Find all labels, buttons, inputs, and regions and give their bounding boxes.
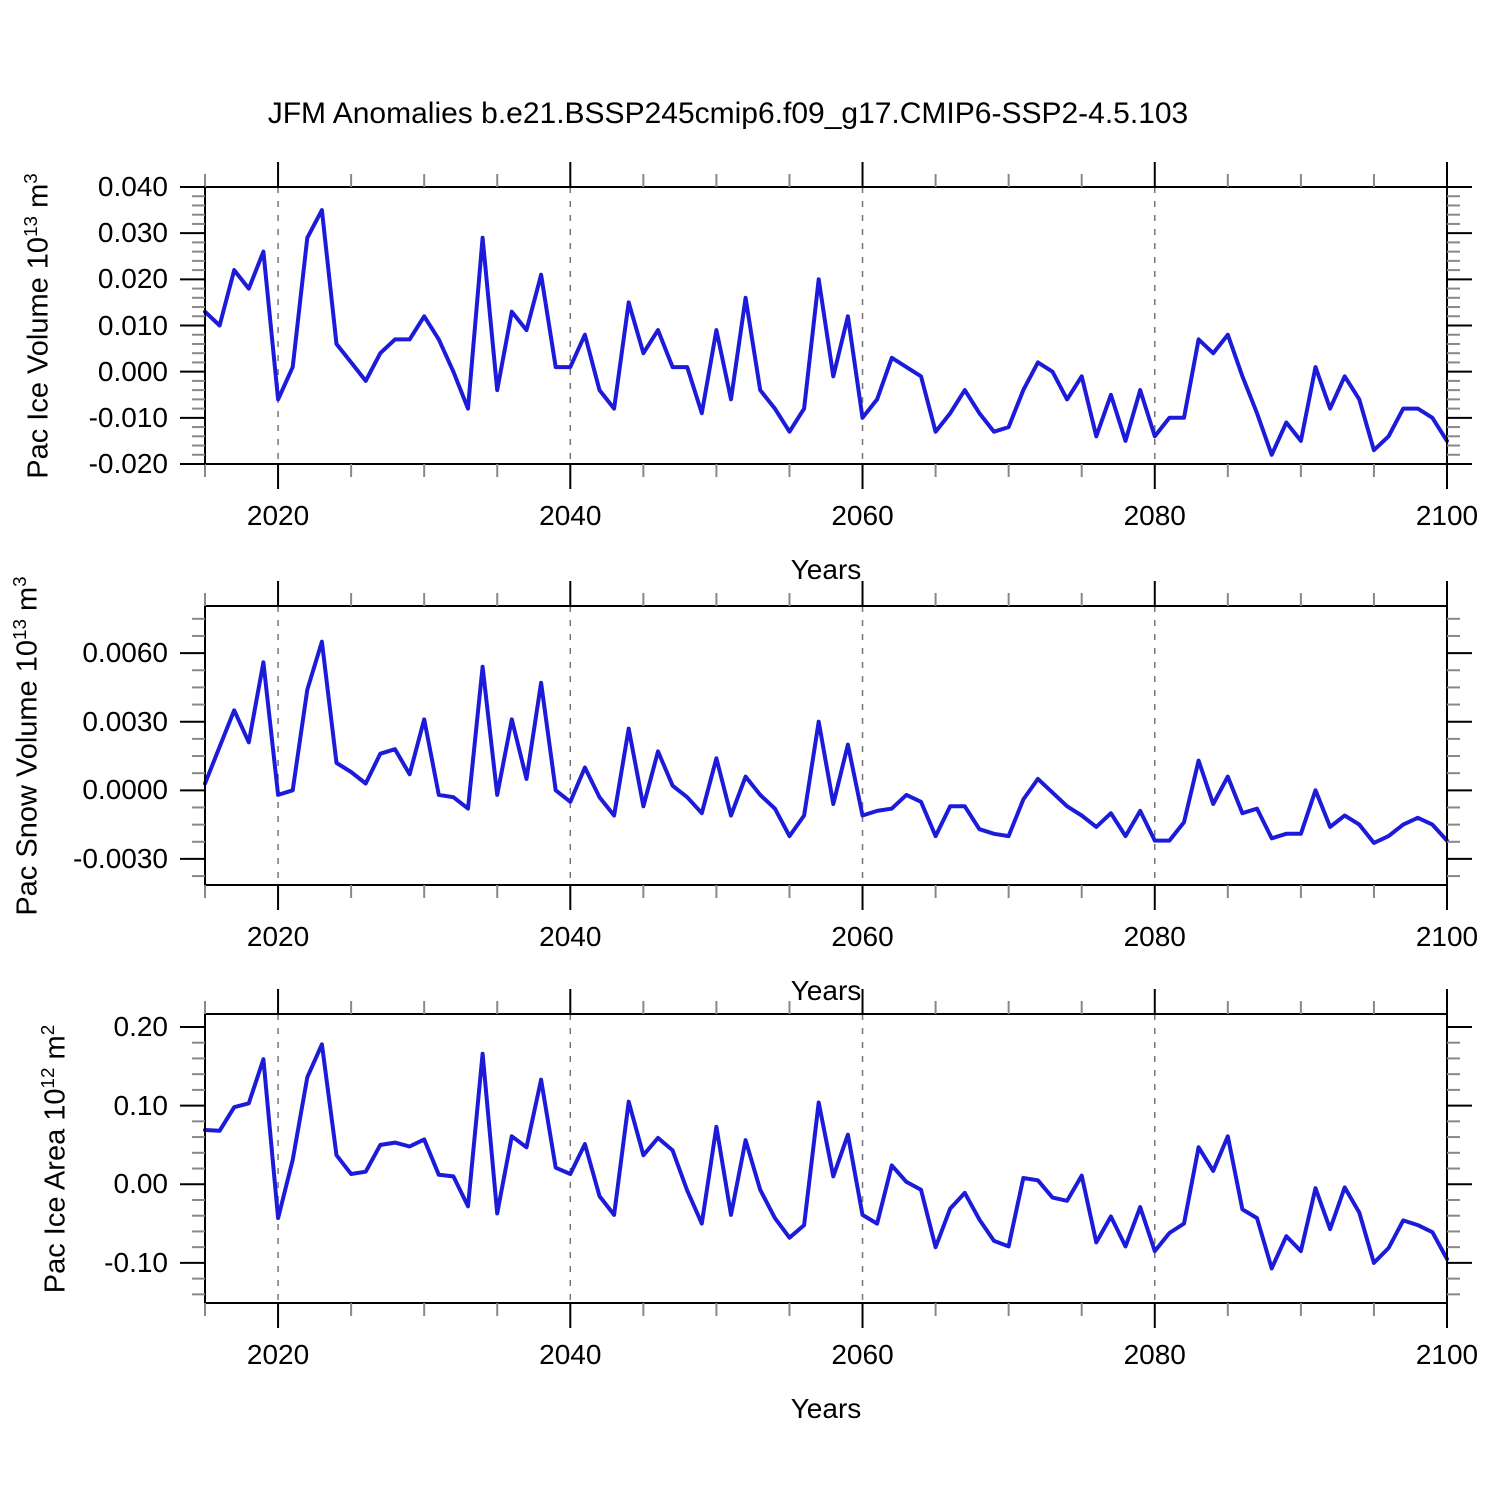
x-axis-title: Years: [790, 1393, 862, 1424]
series-line: [203, 1042, 1449, 1271]
y-axis-title-superscript: 2: [37, 1024, 58, 1035]
x-tick-label: 2080: [1123, 1339, 1186, 1370]
x-tick-label: 2100: [1415, 921, 1479, 952]
x-tick-label: 2040: [539, 1339, 602, 1370]
x-tick-label: 2060: [831, 921, 894, 952]
y-tick-label: 0.0030: [82, 705, 168, 737]
y-tick-label: 0.0000: [82, 774, 168, 806]
y-tick-label: 0.00: [113, 1168, 169, 1200]
y-tick-label: 0.020: [97, 263, 168, 295]
x-tick-label: 2040: [539, 921, 602, 952]
series-line: [203, 639, 1449, 845]
y-tick-label: 0.000: [97, 355, 168, 387]
series-line: [203, 208, 1449, 457]
y-axis-title-text: m: [39, 1034, 72, 1067]
y-axis-title-superscript: 3: [9, 575, 30, 587]
plot-box: [204, 1013, 1448, 1304]
chart-title: JFM Anomalies b.e21.BSSP245cmip6.f09_g17…: [267, 97, 1189, 130]
y-tick-label: -0.020: [88, 448, 168, 479]
x-tick-label: 2080: [1123, 500, 1186, 531]
x-tick-label: 2100: [1415, 1339, 1479, 1370]
y-tick-label: 0.040: [97, 171, 168, 202]
x-tick-label: 2060: [831, 1339, 894, 1370]
x-tick-label: 2020: [246, 921, 310, 952]
x-tick-label: 2100: [1415, 500, 1479, 531]
x-tick-label: 2040: [539, 500, 602, 531]
y-axis-title-superscript: 3: [20, 172, 41, 184]
x-tick-label: 2020: [246, 1339, 310, 1370]
x-tick-label: 2020: [246, 500, 310, 531]
y-axis-title-superscript: 13: [20, 215, 41, 237]
x-axis-title: Years: [790, 554, 862, 585]
y-axis-title-superscript: 13: [9, 618, 30, 640]
y-axis-title-superscript: 12: [37, 1067, 58, 1088]
x-tick-label: 2080: [1123, 921, 1186, 952]
y-tick-label: 0.20: [113, 1010, 169, 1042]
y-axis-title-text: m: [11, 586, 44, 619]
plot-box: [204, 605, 1448, 886]
y-tick-label: 0.010: [97, 309, 168, 341]
x-tick-label: 2060: [831, 500, 894, 531]
y-axis-title-text: Pac Ice Area 10: [39, 1087, 72, 1293]
y-tick-label: -0.010: [88, 401, 168, 433]
y-tick-label: 0.030: [97, 217, 168, 249]
x-axis-title: Years: [790, 975, 862, 1006]
y-tick-label: 0.10: [113, 1089, 169, 1121]
y-tick-label: -0.0030: [73, 842, 168, 874]
y-tick-label: 0.0060: [82, 637, 168, 669]
y-tick-label: -0.10: [104, 1246, 168, 1278]
y-axis-title: Pac Ice Area 1012 m2: [27, 849, 72, 1469]
y-axis-title-text: m: [22, 183, 55, 216]
